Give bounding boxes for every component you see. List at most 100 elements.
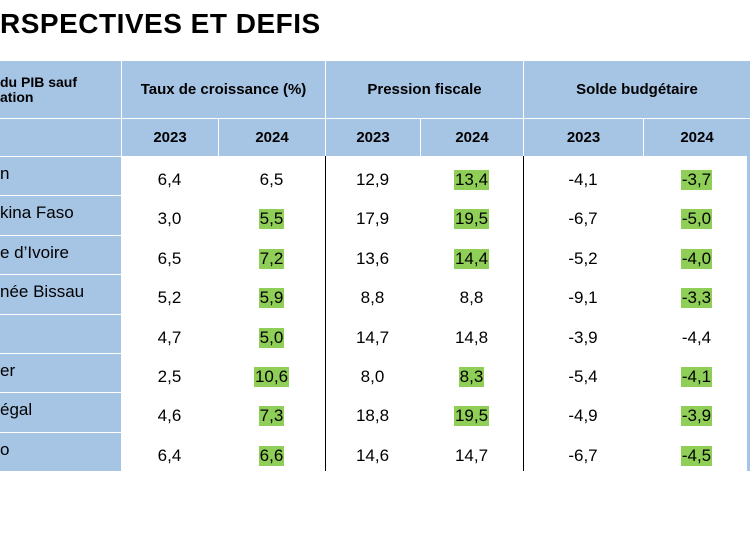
table-cell: 19,5 xyxy=(420,209,523,230)
value: -5,2 xyxy=(568,248,598,268)
value: -4,4 xyxy=(681,327,712,347)
value: 8,8 xyxy=(459,288,484,308)
value: 12,9 xyxy=(355,170,390,189)
table-cell: -4,9 xyxy=(523,406,643,426)
table-cell: 5,9 xyxy=(218,288,325,309)
row-label-cell: o xyxy=(0,431,121,472)
table-cell: 6,4 xyxy=(121,446,218,466)
table-header-groups: du PIB sauf ation Taux de croissance (%)… xyxy=(0,60,750,118)
highlighted-value: 14,4 xyxy=(453,248,490,269)
value: -6,7 xyxy=(568,445,598,465)
value: 14,8 xyxy=(454,327,489,347)
row-label-cell: er xyxy=(0,352,121,393)
table-cell: 8,8 xyxy=(325,288,420,308)
table-cell: 12,9 xyxy=(325,170,420,190)
header-year-blank xyxy=(0,119,121,156)
highlighted-value: -3,3 xyxy=(680,288,713,309)
table-cell: 19,5 xyxy=(420,406,523,427)
highlighted-value: 6,6 xyxy=(258,445,285,466)
highlighted-value: 5,5 xyxy=(258,209,285,230)
value: -5,4 xyxy=(568,366,598,386)
table-cell: 6,6 xyxy=(218,445,325,466)
row-label-cell: née Bissau xyxy=(0,274,121,314)
value: 6,4 xyxy=(157,170,182,189)
value: 6,5 xyxy=(259,170,284,189)
value: 13,6 xyxy=(355,248,390,268)
highlighted-value: 8,3 xyxy=(458,366,485,387)
header-group-growth: Taux de croissance (%) xyxy=(121,61,325,118)
table-row: e d’Ivoire 6,5 7,2 13,6 14,4 -5,2 -4,0 xyxy=(0,234,750,275)
table-cell: -3,3 xyxy=(643,288,750,309)
table-cell: 4,7 xyxy=(121,328,218,348)
header-group-budget-balance: Solde budgétaire xyxy=(523,61,750,118)
table-cell: 5,5 xyxy=(218,209,325,230)
header-year: 2023 xyxy=(121,119,218,156)
value: 14,7 xyxy=(454,445,489,465)
value: 14,6 xyxy=(355,445,390,465)
table-cell: 18,8 xyxy=(325,406,420,426)
row-label: er xyxy=(0,360,16,380)
column-separator xyxy=(523,156,524,472)
value: 8,8 xyxy=(360,288,385,308)
table-cell: 7,3 xyxy=(218,406,325,427)
highlighted-value: -4,1 xyxy=(680,366,713,387)
row-label-cell: n xyxy=(0,156,121,196)
page-title: RSPECTIVES ET DEFIS xyxy=(0,8,321,39)
table-cell: 7,2 xyxy=(218,248,325,269)
row-label: e d’Ivoire xyxy=(0,242,69,262)
header-year: 2024 xyxy=(643,119,750,156)
value: -4,9 xyxy=(568,406,598,426)
header-first-col-line2: ation xyxy=(0,88,34,105)
table-cell: 6,5 xyxy=(121,249,218,269)
table-cell: 8,3 xyxy=(420,366,523,387)
row-label: égal xyxy=(0,400,33,420)
table-cell: -4,1 xyxy=(523,170,643,190)
table-cell: 13,6 xyxy=(325,249,420,269)
table-cell: 14,7 xyxy=(420,446,523,466)
table-cell: 13,4 xyxy=(420,170,523,190)
highlighted-value: 19,5 xyxy=(453,209,490,230)
highlighted-value: 13,4 xyxy=(453,170,490,190)
highlighted-value: -5,0 xyxy=(680,209,713,230)
row-label: n xyxy=(0,164,10,183)
table-cell: 4,6 xyxy=(121,406,218,426)
row-label-cell: égal xyxy=(0,392,121,432)
table-cell: 10,6 xyxy=(218,366,325,387)
table-cell: 14,6 xyxy=(325,446,420,466)
table-cell: -4,5 xyxy=(643,445,750,466)
header-group-tax-pressure: Pression fiscale xyxy=(325,61,523,118)
table-cell: -4,0 xyxy=(643,248,750,269)
header-first-col-line1: du PIB sauf xyxy=(0,73,78,90)
row-label-cell xyxy=(0,313,121,353)
table-cell: -5,2 xyxy=(523,249,643,269)
header-first-col: du PIB sauf ation xyxy=(0,61,121,118)
table-header-years: 2023 2024 2023 2024 2023 2024 xyxy=(0,118,750,156)
header-year: 2024 xyxy=(420,119,523,156)
row-label: née Bissau xyxy=(0,282,85,302)
value: 8,0 xyxy=(360,366,385,386)
value: 2,5 xyxy=(157,366,182,386)
value: -4,1 xyxy=(568,170,598,189)
value: 14,7 xyxy=(355,327,390,347)
row-label-cell: kina Faso xyxy=(0,195,121,235)
table-cell: 2,5 xyxy=(121,367,218,387)
table-cell: -9,1 xyxy=(523,288,643,308)
table-cell: 6,5 xyxy=(218,170,325,190)
table-cell: 8,0 xyxy=(325,367,420,387)
table-cell: -3,7 xyxy=(643,170,750,190)
table-right-border xyxy=(747,156,750,472)
table-cell: 5,0 xyxy=(218,327,325,348)
highlighted-value: -3,9 xyxy=(680,406,713,427)
header-year: 2023 xyxy=(523,119,643,156)
value: 4,6 xyxy=(157,406,182,426)
value: 3,0 xyxy=(157,209,182,229)
highlighted-value: -3,7 xyxy=(680,170,713,190)
table-cell: -4,1 xyxy=(643,366,750,387)
table-body: n 6,4 6,5 12,9 13,4 -4,1 -3,7 kina Faso 3,0 5,5 17… xyxy=(0,156,750,472)
row-label: kina Faso xyxy=(0,203,74,223)
table-cell: -5,0 xyxy=(643,209,750,230)
row-label-cell: e d’Ivoire xyxy=(0,234,121,275)
table-row: 4,7 5,0 14,7 14,8 -3,9 -4,4 xyxy=(0,313,750,353)
table-cell: -4,4 xyxy=(643,328,750,348)
value: 18,8 xyxy=(355,406,390,426)
